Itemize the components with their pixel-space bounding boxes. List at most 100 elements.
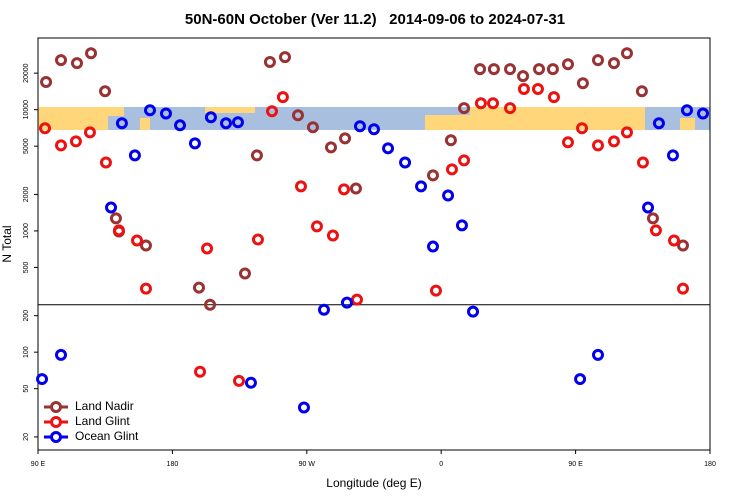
point (547, 91, 560, 104)
point (251, 233, 264, 246)
y-tick-label: 500 (23, 261, 30, 273)
point (139, 282, 152, 295)
point (204, 111, 217, 124)
point (681, 104, 694, 117)
point (649, 224, 662, 237)
point (455, 219, 468, 232)
point (83, 126, 96, 139)
point (533, 63, 546, 76)
legend-swatch (50, 416, 62, 428)
point (144, 104, 156, 117)
point (105, 201, 118, 214)
point (54, 139, 67, 152)
point (85, 47, 98, 60)
point (99, 85, 112, 98)
point (231, 116, 244, 129)
legend-label: Land Nadir (75, 399, 134, 413)
point (487, 97, 500, 110)
point (666, 149, 679, 162)
y-tick-label: 1000 (23, 223, 30, 239)
x-tick-label: 180 (167, 461, 179, 468)
point (474, 63, 487, 76)
point (531, 83, 544, 96)
map-land (38, 107, 108, 130)
point (504, 63, 517, 76)
point (445, 163, 458, 176)
point (194, 365, 207, 378)
point (620, 47, 633, 60)
point (426, 240, 439, 253)
point (204, 298, 217, 311)
y-tick-label: 20 (23, 433, 30, 441)
point (546, 63, 559, 76)
point (576, 122, 589, 135)
x-tick-label: 0 (439, 461, 443, 468)
point (636, 156, 649, 169)
legend-swatch (50, 431, 62, 443)
point (592, 348, 604, 361)
point (220, 117, 233, 130)
point (174, 119, 187, 132)
point (574, 373, 587, 386)
point (676, 239, 689, 252)
point (635, 85, 648, 98)
point (233, 374, 246, 387)
point (244, 376, 257, 389)
point (517, 83, 530, 96)
point (306, 121, 319, 134)
point (368, 123, 380, 136)
point (112, 224, 125, 237)
point (159, 107, 172, 120)
point (250, 149, 263, 162)
point (350, 293, 363, 306)
point (139, 239, 152, 252)
point (458, 154, 471, 167)
point (592, 54, 604, 67)
point (339, 132, 352, 145)
point (444, 134, 457, 147)
chart-title: 50N-60N October (Ver 11.2) 2014-09-06 to… (185, 11, 565, 28)
point (561, 136, 574, 149)
point (294, 180, 307, 193)
y-tick-label: 200 (23, 310, 30, 322)
point (442, 189, 455, 202)
y-tick-label: 20000 (23, 63, 30, 83)
point (69, 135, 82, 148)
y-tick-label: 50 (23, 385, 30, 393)
point (382, 142, 395, 155)
point (561, 58, 574, 71)
point (592, 139, 604, 152)
x-tick-label: 90 E (31, 461, 46, 468)
point (109, 212, 122, 225)
legend-label: Land Glint (75, 414, 130, 428)
map-land (425, 115, 470, 130)
point (517, 70, 530, 83)
legend-swatch (50, 401, 62, 413)
map-band (38, 107, 710, 130)
y-tick-label: 100 (23, 346, 30, 358)
point (278, 51, 291, 64)
point (607, 57, 620, 70)
point (310, 220, 323, 233)
point (131, 234, 144, 247)
point (291, 109, 304, 122)
point (326, 229, 339, 242)
point (676, 282, 689, 295)
point (607, 135, 620, 148)
x-axis-label: Longitude (deg E) (326, 476, 421, 490)
point (263, 56, 276, 69)
point (266, 105, 279, 118)
point (115, 117, 128, 130)
point (668, 234, 681, 247)
x-tick-label: 90 E (568, 461, 583, 468)
x-tick-label: 90 W (299, 461, 316, 468)
point (40, 76, 53, 89)
map-land (140, 118, 150, 130)
point (324, 141, 337, 154)
point (426, 169, 439, 182)
point (317, 303, 330, 316)
point (487, 63, 500, 76)
point (349, 182, 362, 195)
point (54, 54, 67, 67)
